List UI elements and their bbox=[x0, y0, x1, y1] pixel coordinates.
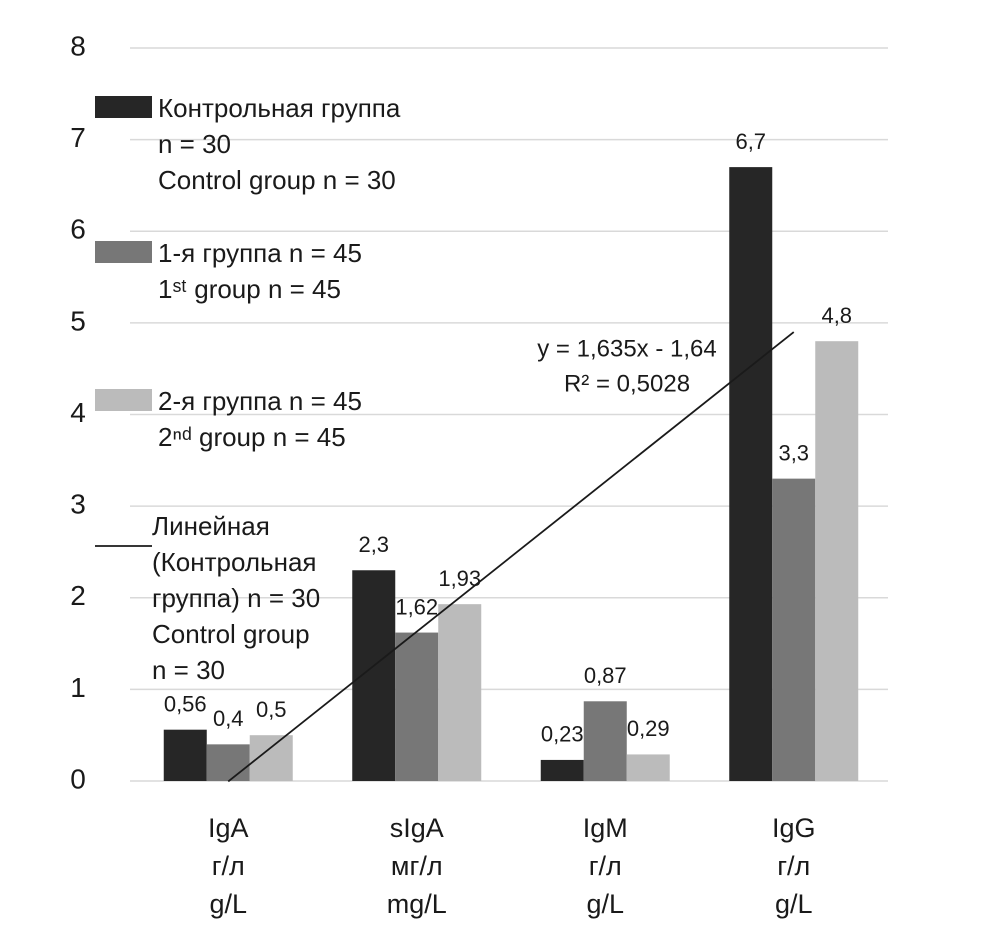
data-label: 1,62 bbox=[395, 594, 438, 619]
y-tick-label: 2 bbox=[70, 580, 86, 611]
trendline-equation: R² = 0,5028 bbox=[564, 370, 690, 397]
bar bbox=[772, 478, 816, 781]
x-tick-label: IgA bbox=[208, 813, 249, 843]
bar bbox=[438, 604, 482, 781]
data-label: 6,7 bbox=[735, 129, 766, 154]
bar bbox=[815, 341, 859, 781]
legend-swatch bbox=[95, 241, 152, 263]
x-tick-label: g/L bbox=[775, 889, 813, 919]
bar bbox=[626, 754, 670, 781]
bar bbox=[206, 744, 250, 781]
data-label: 0,23 bbox=[541, 722, 584, 747]
y-tick-label: 5 bbox=[70, 305, 86, 336]
data-label: 1,93 bbox=[438, 566, 481, 591]
data-label: 0,5 bbox=[256, 697, 287, 722]
bar bbox=[729, 167, 773, 782]
x-tick-label: мг/л bbox=[391, 851, 443, 881]
legend-label: Контрольная группа n = 30 Control group … bbox=[158, 93, 401, 195]
y-tick-label: 7 bbox=[70, 122, 86, 153]
bar bbox=[395, 632, 439, 781]
x-tick-label: г/л bbox=[589, 851, 622, 881]
bar bbox=[352, 570, 396, 781]
trendline-equation: y = 1,635x - 1,64 bbox=[537, 335, 716, 362]
y-tick-label: 1 bbox=[70, 672, 86, 703]
data-label: 0,87 bbox=[584, 663, 627, 688]
bar bbox=[249, 735, 293, 781]
legend-label: 1-я группа n = 45 1ˢᵗ group n = 45 bbox=[158, 238, 362, 304]
legend-swatch bbox=[95, 389, 152, 411]
y-tick-label: 4 bbox=[70, 397, 86, 428]
data-label: 4,8 bbox=[821, 303, 852, 328]
data-label: 3,3 bbox=[778, 440, 809, 465]
data-label: 0,56 bbox=[164, 692, 207, 717]
bar bbox=[163, 729, 207, 781]
x-tick-label: IgG bbox=[772, 813, 816, 843]
data-label: 0,29 bbox=[627, 716, 670, 741]
bar bbox=[540, 759, 584, 781]
x-tick-label: IgM bbox=[583, 813, 628, 843]
y-tick-label: 0 bbox=[70, 763, 86, 794]
x-tick-label: mg/L bbox=[387, 889, 447, 919]
x-tick-label: sIgA bbox=[390, 813, 444, 843]
legend-label: 2-я группа n = 45 2ⁿᵈ group n = 45 bbox=[158, 386, 362, 452]
x-tick-label: g/L bbox=[209, 889, 247, 919]
y-tick-label: 8 bbox=[70, 30, 86, 61]
trendline bbox=[227, 331, 795, 783]
data-label: 0,4 bbox=[213, 706, 244, 731]
legend-swatch bbox=[95, 96, 152, 118]
x-tick-label: g/L bbox=[586, 889, 624, 919]
x-tick-label: г/л bbox=[212, 851, 245, 881]
legend-label: Линейная (Контрольная группа) n = 30 Con… bbox=[152, 511, 321, 685]
bar bbox=[583, 701, 627, 781]
x-tick-label: г/л bbox=[777, 851, 810, 881]
y-tick-label: 3 bbox=[70, 489, 86, 520]
data-label: 2,3 bbox=[358, 532, 389, 557]
y-tick-label: 6 bbox=[70, 214, 86, 245]
